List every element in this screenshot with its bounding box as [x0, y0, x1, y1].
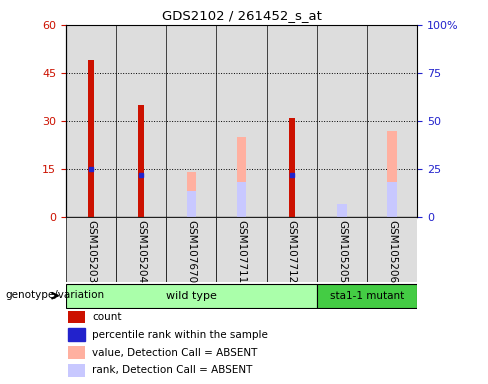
Bar: [217, 217, 266, 282]
Bar: [337, 210, 347, 217]
Bar: [217, 25, 266, 217]
Text: percentile rank within the sample: percentile rank within the sample: [93, 329, 268, 339]
Bar: [67, 364, 85, 377]
Text: GSM107711: GSM107711: [237, 220, 246, 283]
Bar: [289, 118, 295, 217]
Bar: [166, 217, 217, 282]
Bar: [317, 25, 367, 217]
Text: GSM105206: GSM105206: [387, 220, 397, 283]
Text: GSM105203: GSM105203: [86, 220, 96, 283]
Bar: [237, 182, 246, 217]
Text: GSM107712: GSM107712: [287, 220, 297, 283]
Bar: [266, 217, 317, 282]
Bar: [116, 217, 166, 282]
Bar: [387, 182, 397, 217]
Bar: [266, 25, 317, 217]
Bar: [237, 137, 246, 217]
Bar: [116, 25, 166, 217]
Text: GSM107670: GSM107670: [186, 220, 196, 283]
Bar: [67, 328, 85, 341]
Text: wild type: wild type: [166, 291, 217, 301]
Text: GSM105204: GSM105204: [136, 220, 146, 283]
Bar: [317, 283, 417, 308]
Bar: [367, 25, 417, 217]
Bar: [88, 60, 94, 217]
Bar: [387, 131, 397, 217]
Title: GDS2102 / 261452_s_at: GDS2102 / 261452_s_at: [162, 9, 322, 22]
Bar: [186, 172, 196, 217]
Text: sta1-1 mutant: sta1-1 mutant: [330, 291, 404, 301]
Bar: [67, 346, 85, 359]
Bar: [186, 191, 196, 217]
Bar: [66, 25, 116, 217]
Bar: [317, 217, 367, 282]
Bar: [337, 204, 347, 217]
Bar: [138, 105, 144, 217]
Bar: [367, 217, 417, 282]
Text: GSM105205: GSM105205: [337, 220, 347, 283]
Text: value, Detection Call = ABSENT: value, Detection Call = ABSENT: [93, 348, 258, 358]
Text: count: count: [93, 311, 122, 321]
Bar: [66, 283, 317, 308]
Text: genotype/variation: genotype/variation: [5, 290, 104, 300]
Bar: [166, 25, 217, 217]
Bar: [66, 217, 116, 282]
Text: rank, Detection Call = ABSENT: rank, Detection Call = ABSENT: [93, 366, 253, 376]
Bar: [67, 310, 85, 323]
